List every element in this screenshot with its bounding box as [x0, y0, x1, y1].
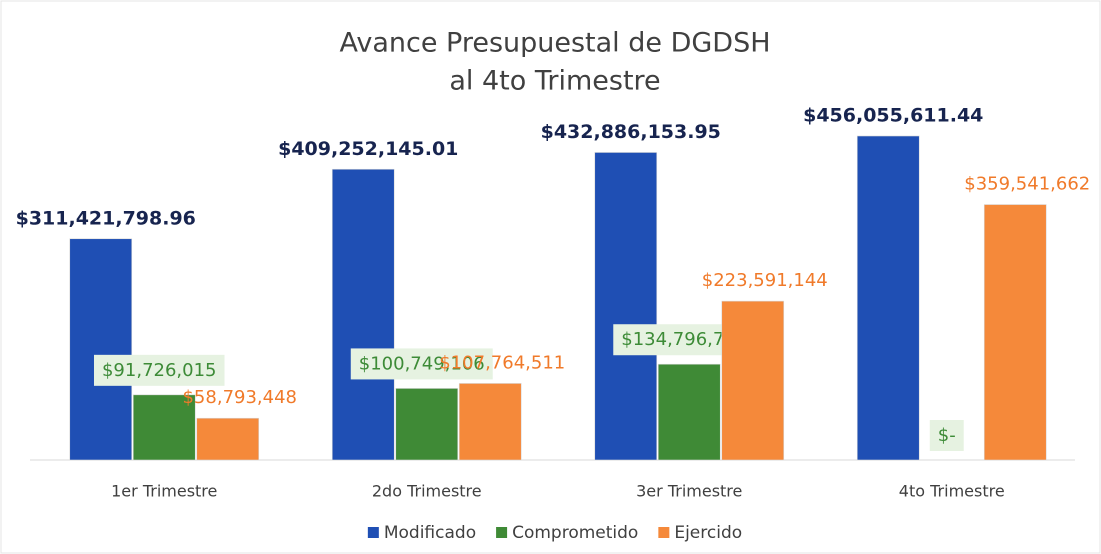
- x-tick-label: 3er Trimestre: [636, 482, 742, 501]
- bar: [395, 388, 459, 461]
- chart-title: Avance Presupuestal de DGDSH: [339, 28, 770, 59]
- bar: [196, 417, 260, 461]
- legend-label: Comprometido: [512, 523, 638, 543]
- legend-swatch: [367, 527, 379, 538]
- value-label: $91,726,015: [102, 360, 217, 381]
- value-label: $223,591,144: [702, 270, 828, 291]
- bar: [983, 204, 1047, 461]
- value-label: $-: [938, 425, 956, 446]
- value-label: $134,796,797: [621, 329, 747, 350]
- value-label: $432,886,153.95: [541, 121, 721, 143]
- value-label: $359,541,662: [964, 174, 1090, 195]
- bar: [331, 168, 395, 461]
- bar: [657, 363, 721, 461]
- bar: [132, 394, 196, 461]
- x-tick-label: 2do Trimestre: [372, 482, 482, 501]
- legend-label: Modificado: [384, 523, 476, 543]
- value-label-box: [93, 354, 225, 386]
- value-label: $456,055,611.44: [803, 105, 983, 127]
- value-label-box: [929, 420, 964, 451]
- bar: [69, 238, 133, 461]
- bar: [458, 383, 522, 461]
- bar: [721, 300, 785, 461]
- value-label: $58,793,448: [182, 387, 297, 408]
- legend-swatch: [658, 527, 670, 538]
- chart-title: al 4to Trimestre: [449, 66, 660, 97]
- value-label: $107,764,511: [439, 352, 565, 373]
- legend-label: Ejercido: [674, 523, 742, 543]
- legend-swatch: [496, 527, 508, 538]
- value-label-box: [350, 348, 493, 380]
- x-tick-label: 1er Trimestre: [111, 482, 217, 501]
- value-label: $409,252,145.01: [278, 138, 458, 160]
- value-label: $100,749,106: [359, 353, 485, 374]
- value-label: $311,421,798.96: [16, 207, 196, 229]
- bar: [856, 135, 920, 461]
- x-tick-label: 4to Trimestre: [899, 482, 1005, 501]
- bar: [594, 152, 658, 461]
